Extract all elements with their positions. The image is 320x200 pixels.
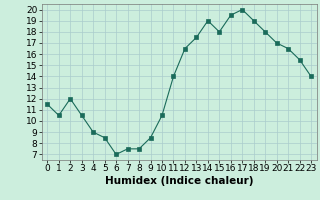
X-axis label: Humidex (Indice chaleur): Humidex (Indice chaleur) xyxy=(105,176,253,186)
